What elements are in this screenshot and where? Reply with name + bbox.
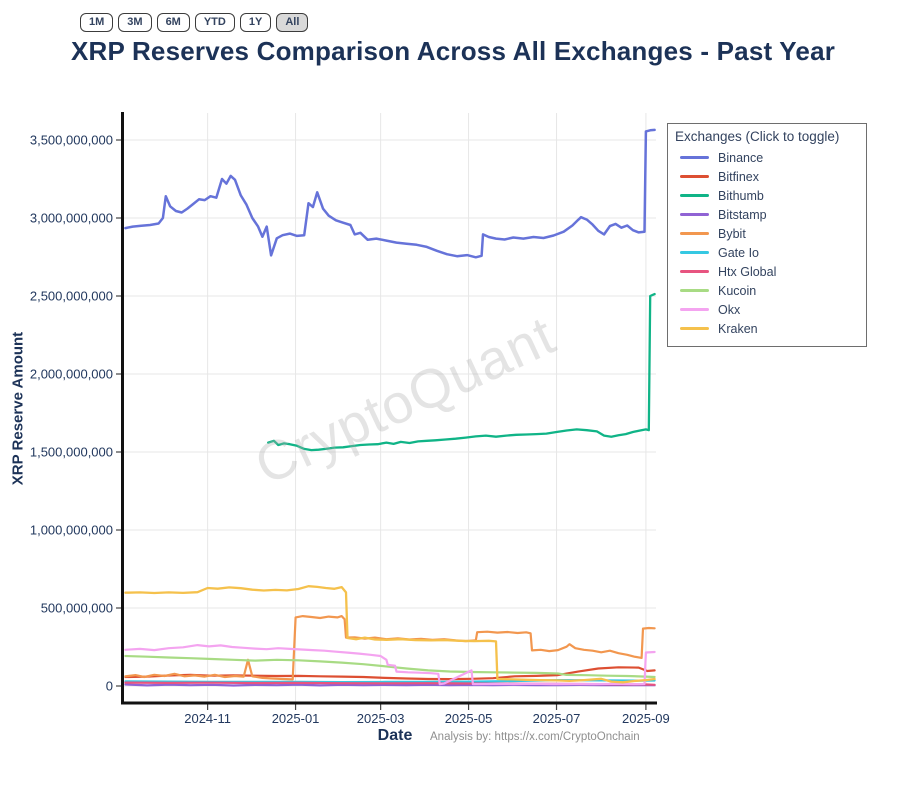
series-line-binance: [124, 128, 656, 259]
tick-labels: 0 500,000,000 1,000,000,000 1,500,000,000 2,…: [30, 133, 670, 727]
x-axis-label: Date: [377, 727, 413, 744]
series-line-bithumb: [267, 292, 656, 452]
legend-label: Bithumb: [718, 188, 764, 203]
legend-item-gate-io[interactable]: Gate Io: [675, 243, 858, 262]
range-button-ytd[interactable]: YTD: [194, 13, 235, 32]
legend-swatch-htx-global: [680, 270, 709, 273]
range-button-all[interactable]: All: [276, 13, 309, 32]
y-tick-label: 3,500,000,000: [30, 133, 113, 148]
legend-label: Gate Io: [718, 245, 759, 260]
legend-label: Binance: [718, 150, 764, 165]
x-tick-label: 2025-05: [445, 711, 493, 726]
legend-item-bitstamp[interactable]: Bitstamp: [675, 205, 858, 224]
legend-label: Kucoin: [718, 283, 757, 298]
legend-swatch-bitfinex: [680, 175, 709, 178]
y-tick-label: 0: [106, 679, 113, 694]
legend-title: Exchanges (Click to toggle): [675, 129, 840, 144]
x-tick-label: 2025-03: [357, 711, 405, 726]
y-tick-label: 1,000,000,000: [30, 523, 113, 538]
series-line-kraken: [124, 585, 656, 684]
y-tick-label: 500,000,000: [41, 601, 113, 616]
axes: [121, 112, 657, 705]
analysis-credit: Analysis by: https://x.com/CryptoOnchain: [430, 731, 640, 743]
legend-swatch-kucoin: [680, 289, 709, 292]
legend-swatch-gate-io: [680, 251, 709, 254]
y-tick-label: 3,000,000,000: [30, 211, 113, 226]
legend-swatch-okx: [680, 308, 709, 311]
legend-item-kucoin[interactable]: Kucoin: [675, 281, 858, 300]
legend-item-bybit[interactable]: Bybit: [675, 224, 858, 243]
legend-swatch-bithumb: [680, 194, 709, 197]
x-tick-label: 2025-09: [622, 711, 670, 726]
legend-swatch-bitstamp: [680, 213, 709, 216]
legend-swatch-bybit: [680, 232, 709, 235]
range-button-3m[interactable]: 3M: [118, 13, 152, 32]
legend-item-binance[interactable]: Binance: [675, 148, 858, 167]
y-axis-label: XRP Reserve Amount: [9, 331, 27, 486]
legend-item-kraken[interactable]: Kraken: [675, 319, 858, 338]
legend-label: Bitstamp: [718, 207, 767, 222]
legend-items: Binance Bitfinex Bithumb Bitstamp Bybit Gate …: [675, 148, 858, 338]
legend-label: Htx Global: [718, 264, 777, 279]
legend-label: Kraken: [718, 321, 758, 336]
range-button-6m[interactable]: 6M: [156, 13, 190, 32]
legend-label: Okx: [718, 302, 741, 317]
legend-item-okx[interactable]: Okx: [675, 300, 858, 319]
series-line-kucoin: [124, 654, 656, 679]
series-lines: [124, 128, 656, 687]
x-tick-label: 2025-07: [533, 711, 581, 726]
y-tick-label: 2,500,000,000: [30, 289, 113, 304]
legend-swatch-binance: [680, 156, 709, 159]
legend-label: Bitfinex: [718, 169, 759, 184]
legend-label: Bybit: [718, 226, 746, 241]
legend-item-bitfinex[interactable]: Bitfinex: [675, 167, 858, 186]
series-line-bybit: [124, 614, 656, 681]
y-tick-label: 1,500,000,000: [30, 445, 113, 460]
legend-swatch-kraken: [680, 327, 709, 330]
legend-item-htx-global[interactable]: Htx Global: [675, 262, 858, 281]
legend: Exchanges (Click to toggle) Binance Bitfi…: [667, 123, 867, 347]
series-line-okx: [124, 643, 656, 686]
x-tick-label: 2024-11: [184, 711, 231, 726]
range-button-1y[interactable]: 1Y: [239, 13, 272, 32]
x-tick-label: 2025-01: [272, 711, 320, 726]
range-button-1m[interactable]: 1M: [80, 13, 114, 32]
gridlines: [124, 113, 656, 703]
legend-item-bithumb[interactable]: Bithumb: [675, 186, 858, 205]
range-toolbar: 1M 3M 6M YTD 1Y All: [80, 13, 309, 32]
chart-title: XRP Reserves Comparison Across All Excha…: [70, 36, 836, 66]
y-tick-label: 2,000,000,000: [30, 367, 113, 382]
